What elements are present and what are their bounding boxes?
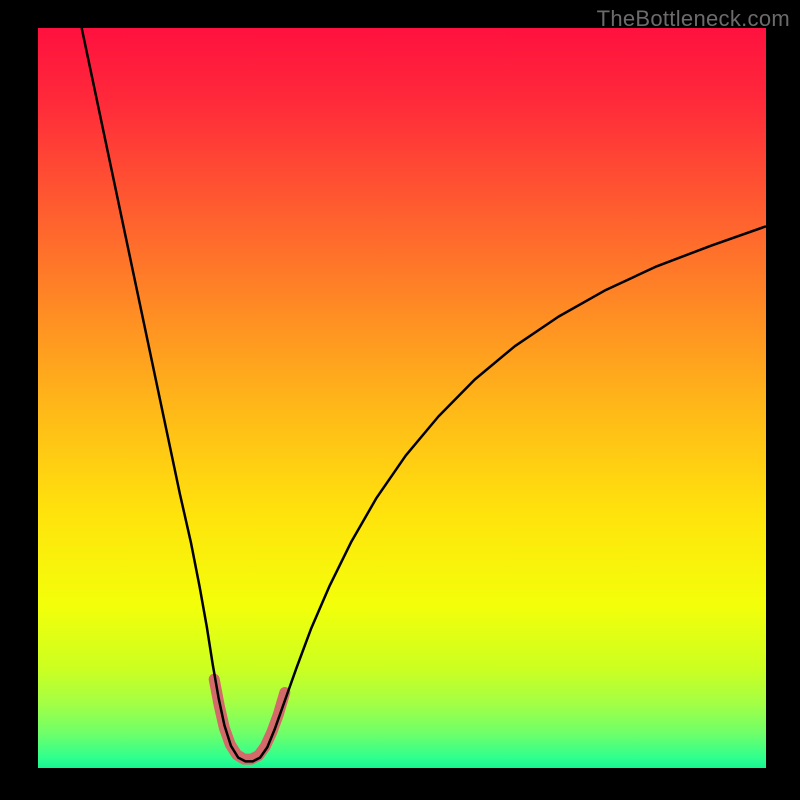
watermark-text: TheBottleneck.com [597, 6, 790, 32]
chart-background [38, 28, 766, 768]
chart-plot-area [38, 28, 766, 768]
chart-frame: TheBottleneck.com [0, 0, 800, 800]
